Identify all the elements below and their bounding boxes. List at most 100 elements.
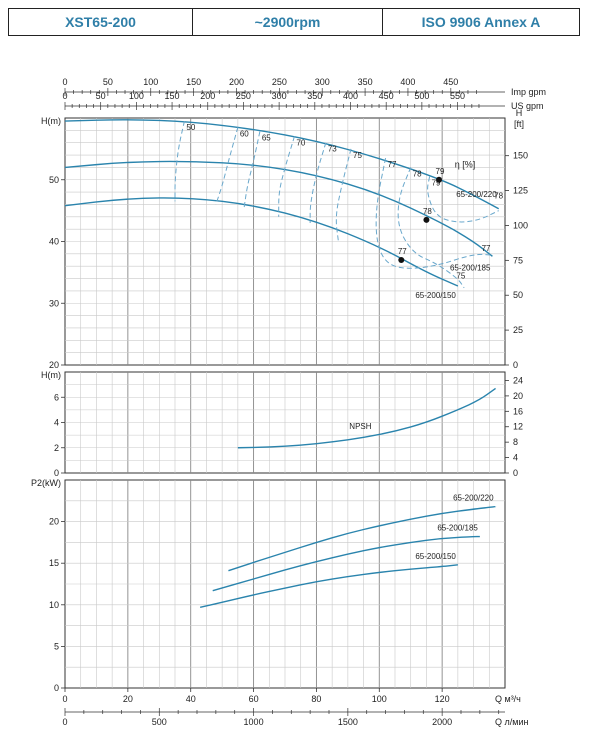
efficiency-contour-side-label: 75	[456, 272, 465, 281]
bep-point-label: 79	[436, 167, 445, 176]
efficiency-contour-60	[215, 127, 239, 205]
x-tick-label: 80	[311, 694, 321, 704]
efficiency-contour-75	[335, 148, 352, 242]
imp-gpm-tick-label: 150	[186, 77, 201, 87]
us-gpm-tick-label: 500	[414, 91, 429, 101]
x-axis-label: Q м³/ч	[495, 694, 521, 704]
y-right-tick-label: 20	[513, 391, 523, 401]
y-right-tick-label: 75	[513, 255, 523, 265]
imp-gpm-tick-label: 50	[103, 77, 113, 87]
us-gpm-tick-label: 0	[62, 91, 67, 101]
efficiency-axis-label: η [%]	[455, 159, 476, 169]
y-right-tick-label: 100	[513, 220, 528, 230]
y-right-tick-label: 24	[513, 375, 523, 385]
efficiency-contour-label: 79	[432, 179, 441, 188]
efficiency-contour-78	[397, 167, 465, 289]
model-name: XST65-200	[9, 9, 193, 35]
y-tick-label: 4	[54, 418, 59, 428]
efficiency-contour-50	[174, 120, 185, 202]
us-gpm-tick-label: 150	[165, 91, 180, 101]
y-right-tick-label: 8	[513, 437, 518, 447]
x-tick-label: 0	[62, 694, 67, 704]
head-curve-65-200/150	[64, 197, 459, 287]
x-tick-label: 60	[249, 694, 259, 704]
us-gpm-tick-label: 250	[236, 91, 251, 101]
x-tick-label: 120	[435, 694, 450, 704]
y-right-tick-label: 125	[513, 186, 528, 196]
efficiency-contour-label: 73	[328, 145, 337, 154]
y-axis-label: H(m)	[41, 370, 61, 380]
imp-gpm-tick-label: 100	[143, 77, 158, 87]
npsh-curve-label: NPSH	[349, 422, 371, 431]
us-gpm-tick-label: 200	[200, 91, 215, 101]
bep-point	[423, 216, 430, 223]
efficiency-contour-label: 50	[186, 123, 195, 132]
efficiency-contour-label: 75	[353, 151, 362, 160]
y-axis-label: P2(kW)	[31, 478, 61, 488]
y-right-tick-label: 0	[513, 468, 518, 478]
us-gpm-tick-label: 400	[343, 91, 358, 101]
power-curve-label: 65-200/185	[437, 524, 478, 533]
us-gpm-tick-label: 50	[96, 91, 106, 101]
y-right-axis-label: [ft]	[514, 119, 524, 129]
power-curve-65-200/185	[212, 535, 480, 592]
bep-point-label: 78	[423, 207, 432, 216]
pump-speed: ~2900rpm	[193, 9, 383, 35]
y-tick-label: 5	[54, 641, 59, 651]
lmin-axis-label: Q л/мин	[495, 717, 528, 727]
y-right-tick-label: 4	[513, 453, 518, 463]
imp-gpm-tick-label: 200	[229, 77, 244, 87]
efficiency-contour-77	[375, 158, 493, 269]
efficiency-contour-side-label: 77	[482, 244, 491, 253]
y-tick-label: 6	[54, 392, 59, 402]
bep-point	[436, 176, 442, 183]
head-curve-label: 65-200/220	[456, 190, 497, 199]
bep-point-label: 77	[398, 247, 407, 256]
imp-gpm-tick-label: 350	[358, 77, 373, 87]
x-tick-label: 20	[123, 694, 133, 704]
lmin-tick-label: 1500	[338, 717, 358, 727]
head-curve-65-200/185	[64, 160, 493, 257]
lmin-tick-label: 0	[62, 717, 67, 727]
y-tick-label: 0	[54, 468, 59, 478]
lmin-tick-label: 2000	[432, 717, 452, 727]
y-tick-label: 0	[54, 683, 59, 693]
y-tick-label: 40	[49, 237, 59, 247]
efficiency-contour-label: 60	[240, 129, 249, 138]
us-gpm-tick-label: 100	[129, 91, 144, 101]
efficiency-contour-73	[309, 142, 327, 223]
imp-gpm-tick-label: 450	[443, 77, 458, 87]
imp-gpm-tick-label: 400	[400, 77, 415, 87]
head-curve-65-200/220	[64, 119, 500, 210]
imp-gpm-axis-label: Imp gpm	[511, 87, 546, 97]
efficiency-contour-79	[427, 176, 499, 223]
y-tick-label: 20	[49, 360, 59, 370]
y-tick-label: 10	[49, 600, 59, 610]
head-curve-label: 65-200/150	[415, 291, 456, 300]
x-tick-label: 40	[186, 694, 196, 704]
y-right-tick-label: 16	[513, 406, 523, 416]
y-tick-label: 50	[49, 175, 59, 185]
imp-gpm-tick-label: 250	[272, 77, 287, 87]
y-right-tick-label: 50	[513, 290, 523, 300]
y-right-axis-label: H	[516, 108, 523, 118]
us-gpm-tick-label: 450	[379, 91, 394, 101]
npsh-curve	[237, 387, 496, 449]
y-right-tick-label: 12	[513, 422, 523, 432]
efficiency-contour-label: 77	[388, 160, 397, 169]
efficiency-contour-label: 65	[262, 134, 271, 143]
us-gpm-tick-label: 550	[450, 91, 465, 101]
efficiency-contour-70	[278, 136, 295, 217]
header-table: XST65-200 ~2900rpm ISO 9906 Annex A	[8, 8, 580, 36]
efficiency-contour-label: 78	[413, 169, 422, 178]
power-curve-label: 65-200/150	[415, 552, 456, 561]
power-curve-65-200/220	[228, 505, 496, 572]
test-standard: ISO 9906 Annex A	[421, 14, 541, 30]
efficiency-contour-side-label: 78	[494, 191, 503, 200]
efficiency-contour-65	[243, 131, 261, 208]
imp-gpm-tick-label: 300	[315, 77, 330, 87]
bep-point	[398, 257, 405, 264]
y-axis-label: H(m)	[41, 116, 61, 126]
head-curve-label: 65-200/185	[450, 263, 491, 272]
y-right-tick-label: 25	[513, 325, 523, 335]
